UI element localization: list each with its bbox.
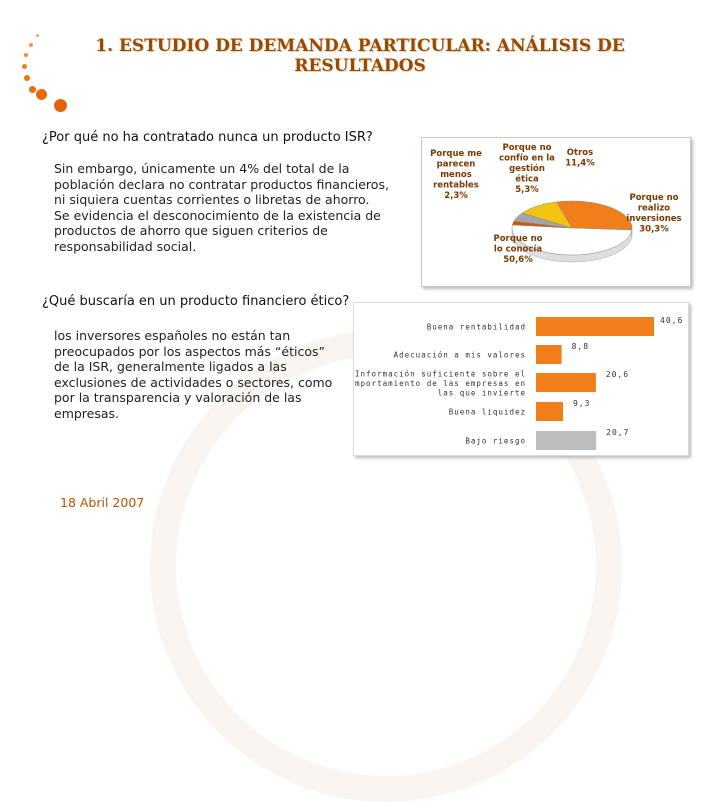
bar-value-label: 9,3 [573,399,590,408]
text-line: exclusiones de actividades o sectores, c… [54,375,354,391]
decorative-dot [54,99,67,112]
bar [536,373,596,392]
bar [536,431,596,450]
paragraph-isr: Sin embargo, únicamente un 4% del total … [54,161,404,255]
bar-value-label: 40,6 [660,316,683,325]
bar-chart: 40,6 Buena rentabilidad 8,8 Adecuación a mi… [354,303,688,455]
bar-category-label: Bajo riesgo [465,437,526,446]
paragraph-ethical: los inversores españoles no están tan pr… [54,328,354,422]
decorative-dot [29,86,36,93]
text-line: de la ISR, generalmente ligados a las [54,359,354,375]
text-line: preocupados por los aspectos más “éticos… [54,344,354,360]
decorative-dot [24,53,28,57]
page-title: 1. ESTUDIO DE DEMANDA PARTICULAR: ANÁLIS… [80,36,640,76]
bar-category-label: Buena rentabilidad [427,323,526,332]
bar [536,345,562,364]
text-line: población declara no contratar productos… [54,177,404,193]
bar [536,317,654,336]
text-line: empresas. [54,406,354,422]
text-line: Sin embargo, únicamente un 4% del total … [54,161,404,177]
bar-category-label: Buena liquidez [449,408,526,417]
question-isr: ¿Por qué no ha contratado nunca un produ… [42,130,373,145]
bar-chart-panel: 40,6 Buena rentabilidad 8,8 Adecuación a mi… [353,302,689,456]
decorative-dot [36,89,47,100]
text-line: Se evidencia el desconocimiento de la ex… [54,208,404,224]
question-ethical: ¿Qué buscaría en un producto financiero … [42,294,349,309]
text-line: productos de ahorro que siguen criterios… [54,223,404,239]
bar [536,402,563,421]
text-line: los inversores españoles no están tan [54,328,354,344]
decorative-dot [29,43,33,47]
text-line: por la transparencia y valoración de las [54,390,354,406]
decorative-dot [36,34,39,37]
decorative-dot [24,75,30,81]
bar-value-label: 20,6 [606,370,629,379]
text-line: ni siquiera cuentas corrientes o libreta… [54,192,404,208]
bar-value-label: 8,8 [572,342,589,351]
footer-date: 18 Abril 2007 [60,495,144,510]
bar-category-label: Adecuación a mis valores [394,351,526,360]
bar-value-label: 20,7 [606,428,629,437]
decorative-dot [22,64,27,69]
text-line: responsabilidad social. [54,239,404,255]
